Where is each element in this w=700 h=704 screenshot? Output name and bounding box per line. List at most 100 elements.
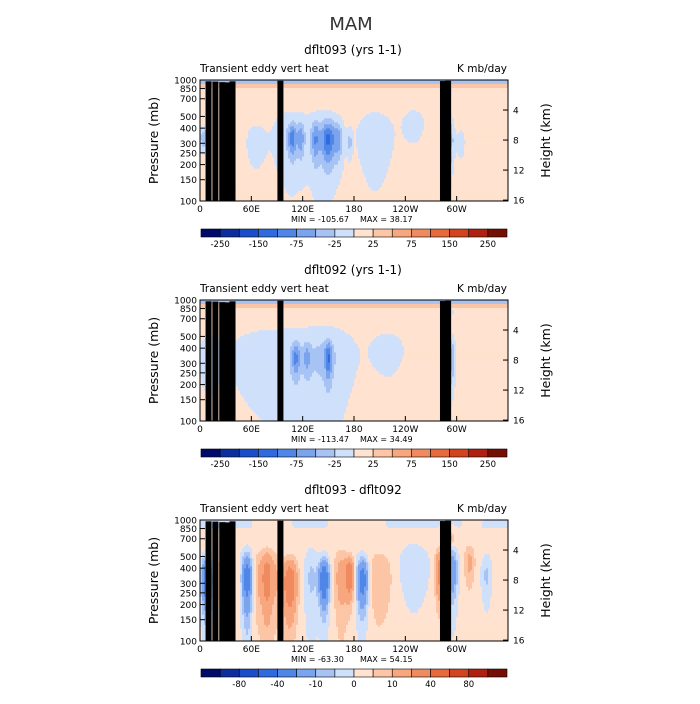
- max-value: MAX = 54.15: [360, 655, 413, 664]
- x-tick-label: 0: [197, 645, 203, 655]
- topography-mark: [224, 82, 230, 201]
- colorbar-swatch: [239, 669, 258, 677]
- right-label: K mb/day: [457, 503, 507, 515]
- y-tick-label: 150: [180, 396, 197, 406]
- colorbar-swatch: [278, 669, 297, 677]
- colorbar-swatch: [373, 229, 392, 237]
- y-tick-label: 1000: [174, 517, 197, 527]
- x-tick-label: 180: [345, 425, 362, 435]
- y2-axis-label: Height (km): [538, 543, 553, 617]
- x-tick-label: 60E: [243, 645, 260, 655]
- colorbar-label: 40: [425, 680, 436, 690]
- y-tick-label: 700: [180, 535, 197, 545]
- y2-tick-label: 12: [513, 607, 524, 617]
- right-label: K mb/day: [457, 63, 507, 75]
- colorbar-swatch: [220, 449, 239, 457]
- topography-mark: [230, 301, 236, 421]
- colorbar-label: -150: [249, 460, 268, 470]
- colorbar-swatch: [201, 669, 220, 677]
- x-tick-label: 120E: [291, 205, 314, 215]
- colorbar-label: 150: [442, 460, 458, 470]
- topography-mark: [212, 522, 218, 641]
- y2-tick-label: 8: [513, 137, 519, 147]
- colorbar-label: 10: [387, 680, 398, 690]
- colorbar-swatch: [220, 669, 239, 677]
- colorbar-label: -80: [232, 680, 246, 690]
- contour-field: [200, 80, 509, 202]
- colorbar-swatch: [392, 669, 411, 677]
- y-tick-label: 500: [180, 333, 197, 343]
- topography-mark: [440, 301, 446, 421]
- y2-tick-label: 4: [513, 107, 519, 117]
- chart-panel-2: dflt092 (yrs 1-1)Transient eddy vert hea…: [146, 263, 553, 470]
- y2-tick-label: 8: [513, 577, 519, 587]
- x-tick-label: 120E: [291, 645, 314, 655]
- topography-mark: [230, 521, 236, 641]
- colorbar-swatch: [297, 669, 316, 677]
- colorbar-swatch: [469, 449, 488, 457]
- topography-mark: [206, 301, 212, 421]
- x-tick-label: 60W: [446, 645, 466, 655]
- y-tick-label: 1000: [174, 297, 197, 307]
- colorbar-label: 0: [351, 680, 356, 690]
- colorbar-swatch: [431, 229, 450, 237]
- colorbar-swatch: [469, 669, 488, 677]
- x-tick-label: 120W: [392, 425, 418, 435]
- colorbar-label: -25: [328, 240, 342, 250]
- y-tick-label: 400: [180, 345, 197, 355]
- colorbar-swatch: [431, 669, 450, 677]
- colorbar-swatch: [316, 449, 335, 457]
- topography-mark: [212, 82, 218, 201]
- min-value: MIN = -105.67: [291, 215, 349, 224]
- colorbar-swatch: [335, 449, 354, 457]
- colorbar-swatch: [411, 449, 430, 457]
- y2-tick-label: 16: [513, 417, 525, 427]
- x-tick-label: 60W: [446, 425, 466, 435]
- colorbar-swatch: [258, 449, 277, 457]
- colorbar-swatch: [258, 229, 277, 237]
- y-tick-label: 100: [180, 418, 197, 428]
- colorbar-swatch: [392, 449, 411, 457]
- colorbar-swatch: [411, 229, 430, 237]
- colorbar-label: 75: [406, 460, 417, 470]
- right-label: K mb/day: [457, 283, 507, 295]
- y-tick-label: 300: [180, 360, 197, 370]
- colorbar-label: 250: [480, 460, 496, 470]
- x-tick-label: 60W: [446, 205, 466, 215]
- y-tick-label: 300: [180, 580, 197, 590]
- colorbar-label: -10: [309, 680, 323, 690]
- y-tick-label: 300: [180, 140, 197, 150]
- colorbar-swatch: [297, 449, 316, 457]
- topography-mark: [224, 522, 230, 641]
- y2-tick-label: 4: [513, 327, 519, 337]
- left-label: Transient eddy vert heat: [199, 283, 329, 295]
- topography-mark: [277, 81, 283, 201]
- colorbar-label: 250: [480, 240, 496, 250]
- colorbar-swatch: [392, 229, 411, 237]
- y-tick-label: 150: [180, 616, 197, 626]
- topography-mark: [206, 521, 212, 641]
- max-value: MAX = 34.49: [360, 435, 413, 444]
- colorbar-label: 80: [463, 680, 474, 690]
- colorbar-swatch: [450, 669, 469, 677]
- topography-mark: [230, 81, 236, 201]
- contour-field: [200, 300, 509, 422]
- topography-mark: [277, 521, 283, 641]
- y-tick-label: 700: [180, 315, 197, 325]
- colorbar-swatch: [373, 449, 392, 457]
- colorbar-swatch: [411, 669, 430, 677]
- colorbar-swatch: [373, 669, 392, 677]
- colorbar-swatch: [297, 229, 316, 237]
- colorbar-swatch: [354, 449, 373, 457]
- y-axis-label: Pressure (mb): [146, 97, 161, 184]
- x-tick-label: 0: [197, 425, 203, 435]
- y-tick-label: 250: [180, 369, 197, 379]
- colorbar-swatch: [354, 229, 373, 237]
- y-tick-label: 200: [180, 381, 197, 391]
- y-tick-label: 200: [180, 161, 197, 171]
- topography-mark: [219, 302, 225, 421]
